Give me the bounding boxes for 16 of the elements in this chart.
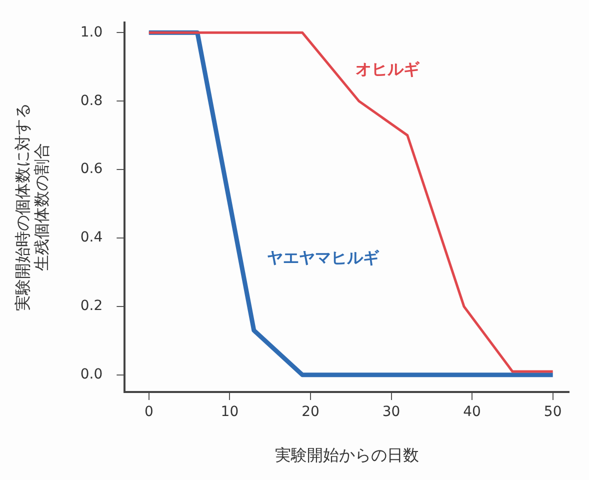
y-tick-label: 1.0 <box>80 24 103 40</box>
y-axis-title: 実験開始時の個体数に対する生残個体数の割合 <box>12 103 51 312</box>
y-tick-label: 0.8 <box>80 92 103 109</box>
x-axis-title: 実験開始からの日数 <box>274 446 419 465</box>
x-tick-label: 50 <box>544 404 562 420</box>
y-tick-label: 0.0 <box>80 366 103 383</box>
x-tick-label: 30 <box>382 404 400 420</box>
x-tick-label: 10 <box>220 404 239 420</box>
y-tick-label: 0.4 <box>80 230 103 246</box>
x-tick-label: 20 <box>302 404 320 420</box>
y-tick-label: 0.2 <box>80 298 103 314</box>
series-label: オヒルギ <box>356 60 421 79</box>
series-label: ヤエヤマヒルギ <box>266 248 380 268</box>
y-tick-label: 0.6 <box>80 161 103 178</box>
x-tick-label: 40 <box>463 404 481 420</box>
x-tick-label: 0 <box>144 404 154 420</box>
